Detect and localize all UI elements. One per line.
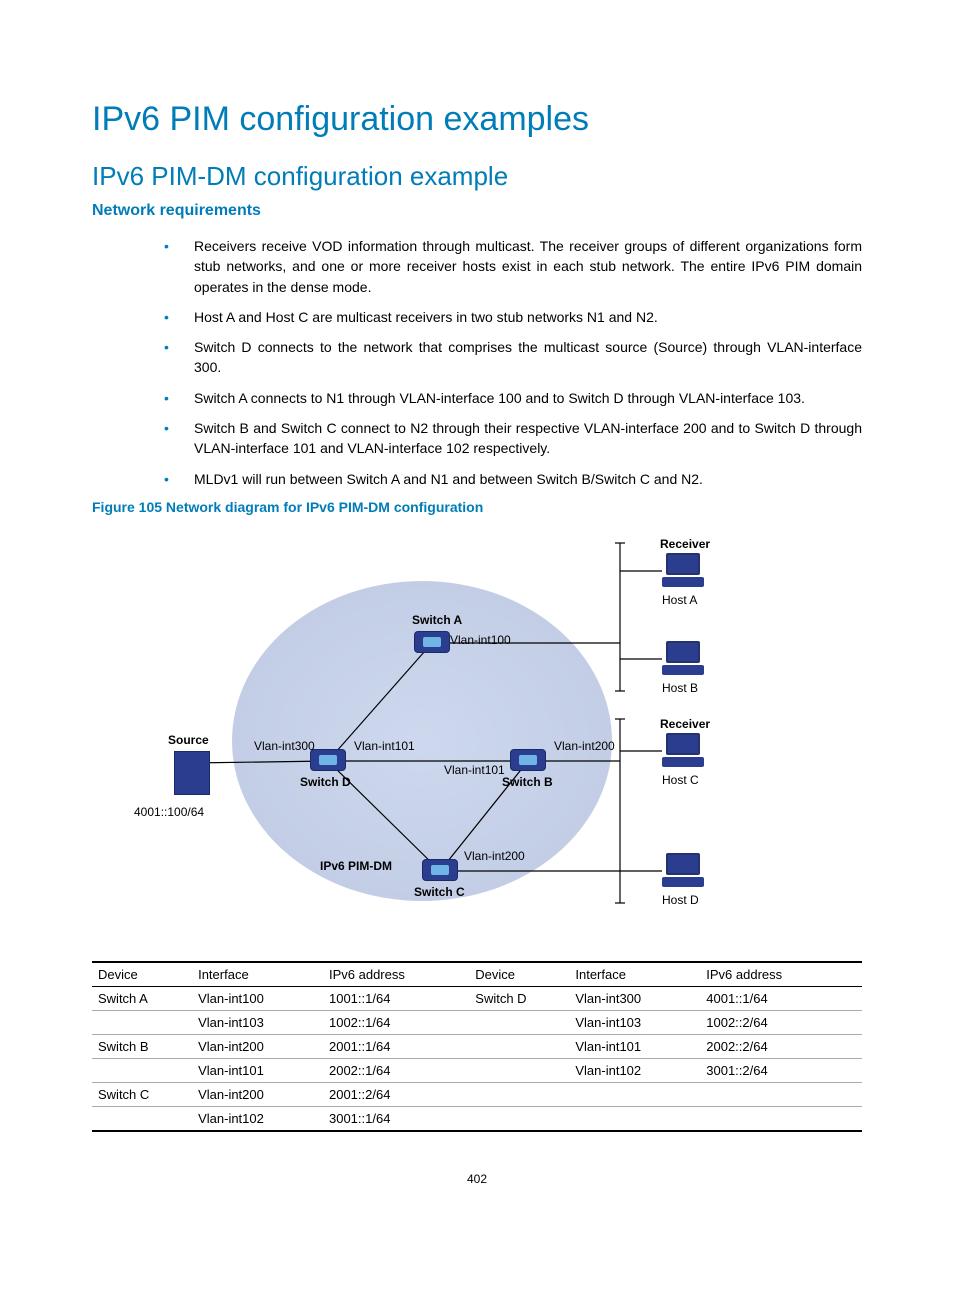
- table-cell: [469, 1034, 569, 1058]
- table-cell: 4001::1/64: [700, 986, 862, 1010]
- diagram-label: Host A: [662, 593, 697, 607]
- table-cell: Vlan-int300: [569, 986, 700, 1010]
- table-cell: Vlan-int101: [569, 1034, 700, 1058]
- table-cell: [92, 1058, 192, 1082]
- table-cell: Vlan-int101: [192, 1058, 323, 1082]
- requirements-list: Receivers receive VOD information throug…: [92, 236, 862, 489]
- table-cell: Vlan-int200: [192, 1034, 323, 1058]
- figure-caption: Figure 105 Network diagram for IPv6 PIM-…: [92, 499, 862, 515]
- table-cell: 2001::1/64: [323, 1034, 469, 1058]
- table-header-row: DeviceInterfaceIPv6 addressDeviceInterfa…: [92, 962, 862, 987]
- list-item: Host A and Host C are multicast receiver…: [164, 307, 862, 327]
- diagram-label: Vlan-int300: [254, 739, 315, 753]
- table-cell: [92, 1010, 192, 1034]
- diagram-label: Vlan-int200: [554, 739, 615, 753]
- table-row: Switch AVlan-int1001001::1/64Switch DVla…: [92, 986, 862, 1010]
- network-diagram: Switch A Switch B Switch C Switch D Source 40…: [92, 523, 862, 943]
- diagram-label: Vlan-int100: [450, 633, 511, 647]
- table-cell: 3001::1/64: [323, 1106, 469, 1131]
- table-row: Switch BVlan-int2002001::1/64 Vlan-int101…: [92, 1034, 862, 1058]
- list-item: Switch A connects to N1 through VLAN-int…: [164, 388, 862, 408]
- table-cell: Vlan-int103: [192, 1010, 323, 1034]
- table-cell: Vlan-int102: [192, 1106, 323, 1131]
- diagram-label: Host C: [662, 773, 699, 787]
- host-icon: [662, 641, 704, 677]
- table-cell: [92, 1106, 192, 1131]
- diagram-label: Source: [168, 733, 209, 747]
- table-cell: 1002::1/64: [323, 1010, 469, 1034]
- diagram-label: 4001::100/64: [134, 805, 204, 819]
- table-body: Switch AVlan-int1001001::1/64Switch DVla…: [92, 986, 862, 1131]
- table-cell: Vlan-int100: [192, 986, 323, 1010]
- host-icon: [662, 553, 704, 589]
- diagram-label: Switch B: [502, 775, 553, 789]
- table-header-cell: Device: [92, 962, 192, 987]
- diagram-label: Switch C: [414, 885, 465, 899]
- list-item: MLDv1 will run between Switch A and N1 a…: [164, 469, 862, 489]
- table-cell: [469, 1058, 569, 1082]
- table-header-cell: IPv6 address: [323, 962, 469, 987]
- diagram-label: Switch D: [300, 775, 351, 789]
- table-cell: 1001::1/64: [323, 986, 469, 1010]
- table-cell: 2002::2/64: [700, 1034, 862, 1058]
- host-icon: [662, 733, 704, 769]
- page-number: 402: [92, 1172, 862, 1186]
- table-cell: [469, 1106, 569, 1131]
- table-cell: Switch D: [469, 986, 569, 1010]
- table-cell: Switch B: [92, 1034, 192, 1058]
- switch-icon: [422, 859, 458, 881]
- page: IPv6 PIM configuration examples IPv6 PIM…: [0, 0, 954, 1226]
- diagram-label: Host D: [662, 893, 699, 907]
- table-cell: Vlan-int200: [192, 1082, 323, 1106]
- table-header-cell: IPv6 address: [700, 962, 862, 987]
- table-cell: Switch C: [92, 1082, 192, 1106]
- table-cell: [569, 1106, 700, 1131]
- table-header-cell: Device: [469, 962, 569, 987]
- list-item: Receivers receive VOD information throug…: [164, 236, 862, 297]
- list-item: Switch D connects to the network that co…: [164, 337, 862, 378]
- diagram-label: Vlan-int101: [354, 739, 415, 753]
- table-cell: [700, 1106, 862, 1131]
- source-icon: [174, 751, 210, 795]
- table-row: Vlan-int1012002::1/64 Vlan-int1023001::2/…: [92, 1058, 862, 1082]
- diagram-label: Switch A: [412, 613, 462, 627]
- diagram-label: Receiver: [660, 537, 710, 551]
- table-cell: 2001::2/64: [323, 1082, 469, 1106]
- table-cell: Vlan-int102: [569, 1058, 700, 1082]
- table-header-cell: Interface: [569, 962, 700, 987]
- diagram-label: IPv6 PIM-DM: [320, 859, 392, 873]
- table-header-cell: Interface: [192, 962, 323, 987]
- table-cell: 1002::2/64: [700, 1010, 862, 1034]
- host-icon: [662, 853, 704, 889]
- list-item: Switch B and Switch C connect to N2 thro…: [164, 418, 862, 459]
- switch-icon: [310, 749, 346, 771]
- heading-1: IPv6 PIM configuration examples: [92, 100, 862, 139]
- table-cell: [469, 1082, 569, 1106]
- table-row: Vlan-int1023001::1/64: [92, 1106, 862, 1131]
- diagram-label: Vlan-int200: [464, 849, 525, 863]
- switch-icon: [510, 749, 546, 771]
- table-cell: [700, 1082, 862, 1106]
- diagram-label: Receiver: [660, 717, 710, 731]
- diagram-label: Vlan-int101: [444, 763, 505, 777]
- table-row: Switch CVlan-int2002001::2/64: [92, 1082, 862, 1106]
- table-cell: 3001::2/64: [700, 1058, 862, 1082]
- table-cell: [569, 1082, 700, 1106]
- table-cell: 2002::1/64: [323, 1058, 469, 1082]
- table-cell: [469, 1010, 569, 1034]
- heading-3: Network requirements: [92, 202, 862, 220]
- table-row: Vlan-int1031002::1/64Vlan-int1031002::2/…: [92, 1010, 862, 1034]
- heading-2: IPv6 PIM-DM configuration example: [92, 161, 862, 192]
- table-cell: Switch A: [92, 986, 192, 1010]
- address-table: DeviceInterfaceIPv6 addressDeviceInterfa…: [92, 961, 862, 1132]
- diagram-label: Host B: [662, 681, 698, 695]
- table-cell: Vlan-int103: [569, 1010, 700, 1034]
- switch-icon: [414, 631, 450, 653]
